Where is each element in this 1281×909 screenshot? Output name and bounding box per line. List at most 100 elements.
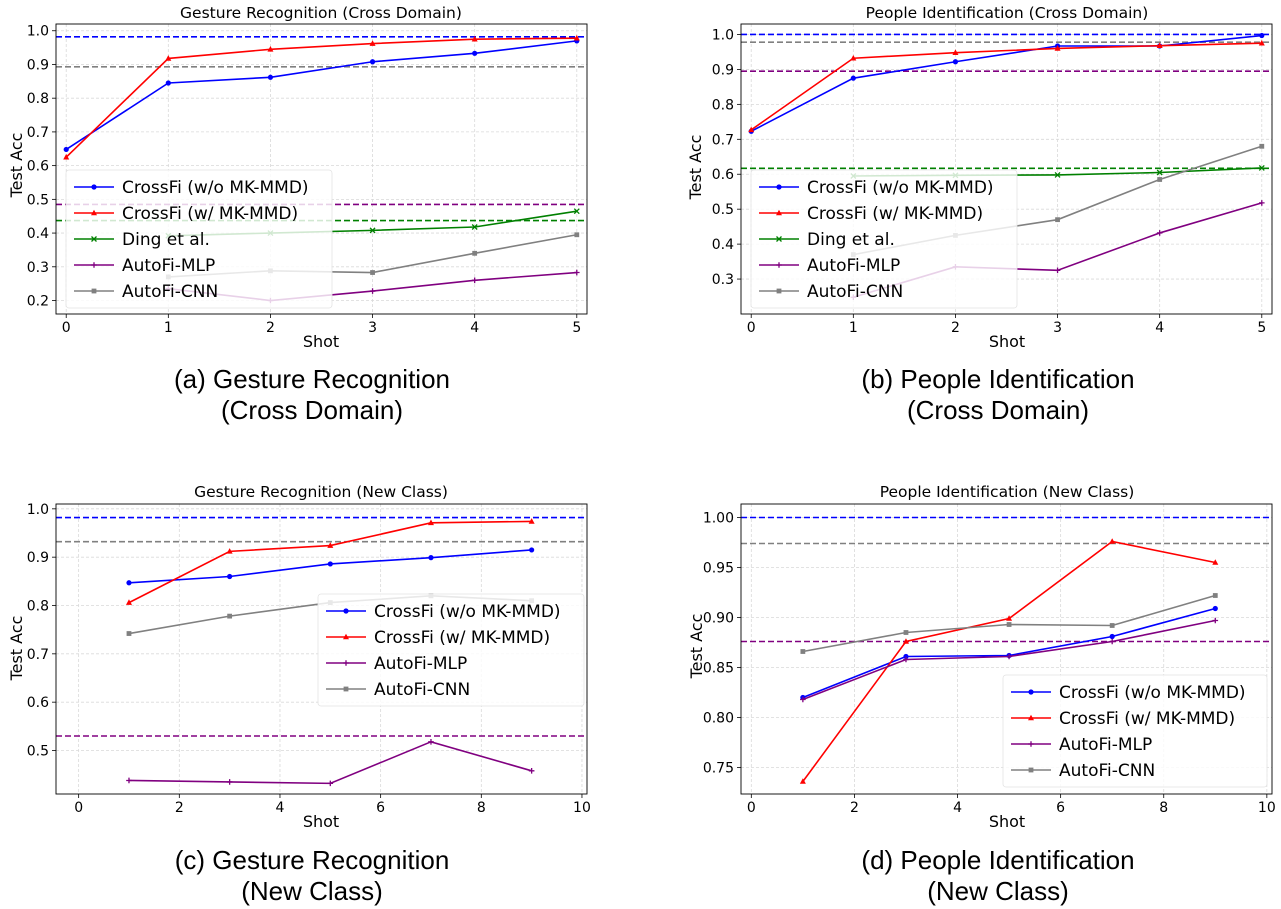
data-point: [472, 51, 477, 56]
data-point: [1110, 634, 1115, 639]
legend-label: CrossFi (w/ MK-MMD): [807, 204, 983, 224]
data-point: [904, 630, 909, 635]
data-point: [1110, 623, 1115, 628]
x-tick-label: 1: [849, 320, 858, 336]
series: [64, 38, 580, 152]
x-tick-label: 4: [276, 800, 285, 816]
caption-line-1: (a) Gesture Recognition: [32, 364, 592, 395]
y-tick-label: 0.7: [712, 132, 734, 148]
x-tick-label: 8: [477, 800, 486, 816]
y-tick-label: 0.85: [703, 661, 734, 677]
x-tick-label: 6: [376, 800, 385, 816]
data-point: [574, 270, 580, 276]
data-point: [1109, 639, 1115, 645]
series-line: [66, 41, 577, 150]
y-tick-label: 0.95: [703, 561, 734, 577]
data-point: [370, 270, 375, 275]
legend-label: AutoFi-MLP: [122, 256, 215, 276]
caption-line-1: (c) Gesture Recognition: [32, 845, 592, 876]
legend-label: CrossFi (w/ MK-MMD): [1059, 709, 1235, 729]
x-tick-label: 0: [747, 800, 756, 816]
y-tick-label: 0.2: [27, 294, 49, 310]
caption-line-1: (d) People Identification: [718, 845, 1278, 876]
y-tick-label: 0.8: [27, 91, 49, 107]
y-tick-label: 0.5: [27, 192, 49, 208]
y-tick-label: 0.6: [27, 159, 49, 175]
y-tick-label: 0.90: [703, 611, 734, 627]
chart-people-new-class: People Identification (New Class) Test A…: [640, 470, 1281, 909]
data-point: [227, 779, 233, 785]
data-point: [1259, 33, 1264, 38]
y-tick-label: 1.0: [27, 502, 49, 518]
y-tick-label: 0.75: [703, 761, 734, 777]
legend-label: CrossFi (w/ MK-MMD): [374, 628, 550, 648]
x-tick-label: 6: [1056, 800, 1065, 816]
x-tick-label: 8: [1159, 800, 1168, 816]
x-tick-label: 1: [164, 320, 173, 336]
data-point: [428, 739, 434, 745]
series: [800, 593, 1217, 654]
chart-title: People Identification (Cross Domain): [866, 4, 1149, 22]
series-line: [129, 742, 532, 784]
y-tick-label: 0.8: [712, 97, 734, 113]
data-point: [1157, 230, 1163, 236]
data-point: [1259, 200, 1265, 206]
y-tick-label: 0.4: [712, 237, 734, 253]
y-tick-label: 1.0: [712, 27, 734, 43]
x-tick-label: 5: [1257, 320, 1266, 336]
series-line: [751, 43, 1262, 130]
x-axis-label: Shot: [303, 332, 339, 351]
y-tick-label: 0.6: [27, 695, 49, 711]
chart-title: Gesture Recognition (Cross Domain): [180, 4, 462, 22]
y-tick-label: 0.5: [27, 744, 49, 760]
data-point: [1259, 144, 1264, 149]
legend-label: AutoFi-CNN: [807, 282, 903, 302]
data-point: [126, 778, 132, 784]
y-tick-label: 0.9: [27, 550, 49, 566]
data-point: [227, 614, 232, 619]
legend-label: CrossFi (w/o MK-MMD): [122, 178, 309, 198]
caption-line-2: (Cross Domain): [32, 395, 592, 426]
x-tick-label: 2: [175, 800, 184, 816]
legend-marker: [776, 184, 781, 189]
data-point: [1055, 217, 1060, 222]
legend-label: AutoFi-MLP: [807, 256, 900, 276]
data-point: [529, 768, 535, 774]
chart-gesture-new-class: Gesture Recognition (New Class) Test Acc…: [0, 470, 640, 909]
y-tick-label: 1.00: [703, 511, 734, 527]
x-tick-label: 0: [74, 800, 83, 816]
legend-label: CrossFi (w/o MK-MMD): [1059, 683, 1246, 703]
data-point: [529, 547, 534, 552]
x-tick-label: 10: [573, 800, 591, 816]
legend-marker: [343, 608, 348, 613]
x-tick-label: 2: [850, 800, 859, 816]
x-tick-label: 4: [470, 320, 479, 336]
x-tick-label: 3: [368, 320, 377, 336]
caption-line-2: (New Class): [32, 876, 592, 907]
data-point: [1212, 618, 1218, 624]
data-point: [227, 574, 232, 579]
legend: CrossFi (w/o MK-MMD) CrossFi (w/ MK-MMD) A…: [1003, 675, 1267, 787]
y-tick-label: 0.8: [27, 599, 49, 615]
legend-label: CrossFi (w/o MK-MMD): [807, 178, 994, 198]
legend-marker: [344, 687, 349, 692]
x-tick-label: 10: [1258, 800, 1276, 816]
x-tick-label: 2: [951, 320, 960, 336]
y-tick-label: 0.3: [712, 272, 734, 288]
data-point: [370, 288, 376, 294]
data-point: [370, 59, 375, 64]
chart-title: People Identification (New Class): [880, 483, 1135, 501]
data-point: [126, 580, 131, 585]
data-point: [1007, 622, 1012, 627]
y-axis-label: Test Acc: [686, 135, 705, 201]
data-point: [472, 251, 477, 256]
y-tick-label: 0.5: [712, 202, 734, 218]
legend-marker: [1028, 689, 1033, 694]
legend-marker: [92, 289, 97, 294]
y-axis-label: Test Acc: [7, 616, 26, 682]
data-point: [1157, 177, 1162, 182]
x-axis-label: Shot: [303, 812, 339, 831]
chart-title: Gesture Recognition (New Class): [194, 483, 448, 501]
data-point: [268, 75, 273, 80]
data-point: [574, 232, 579, 237]
